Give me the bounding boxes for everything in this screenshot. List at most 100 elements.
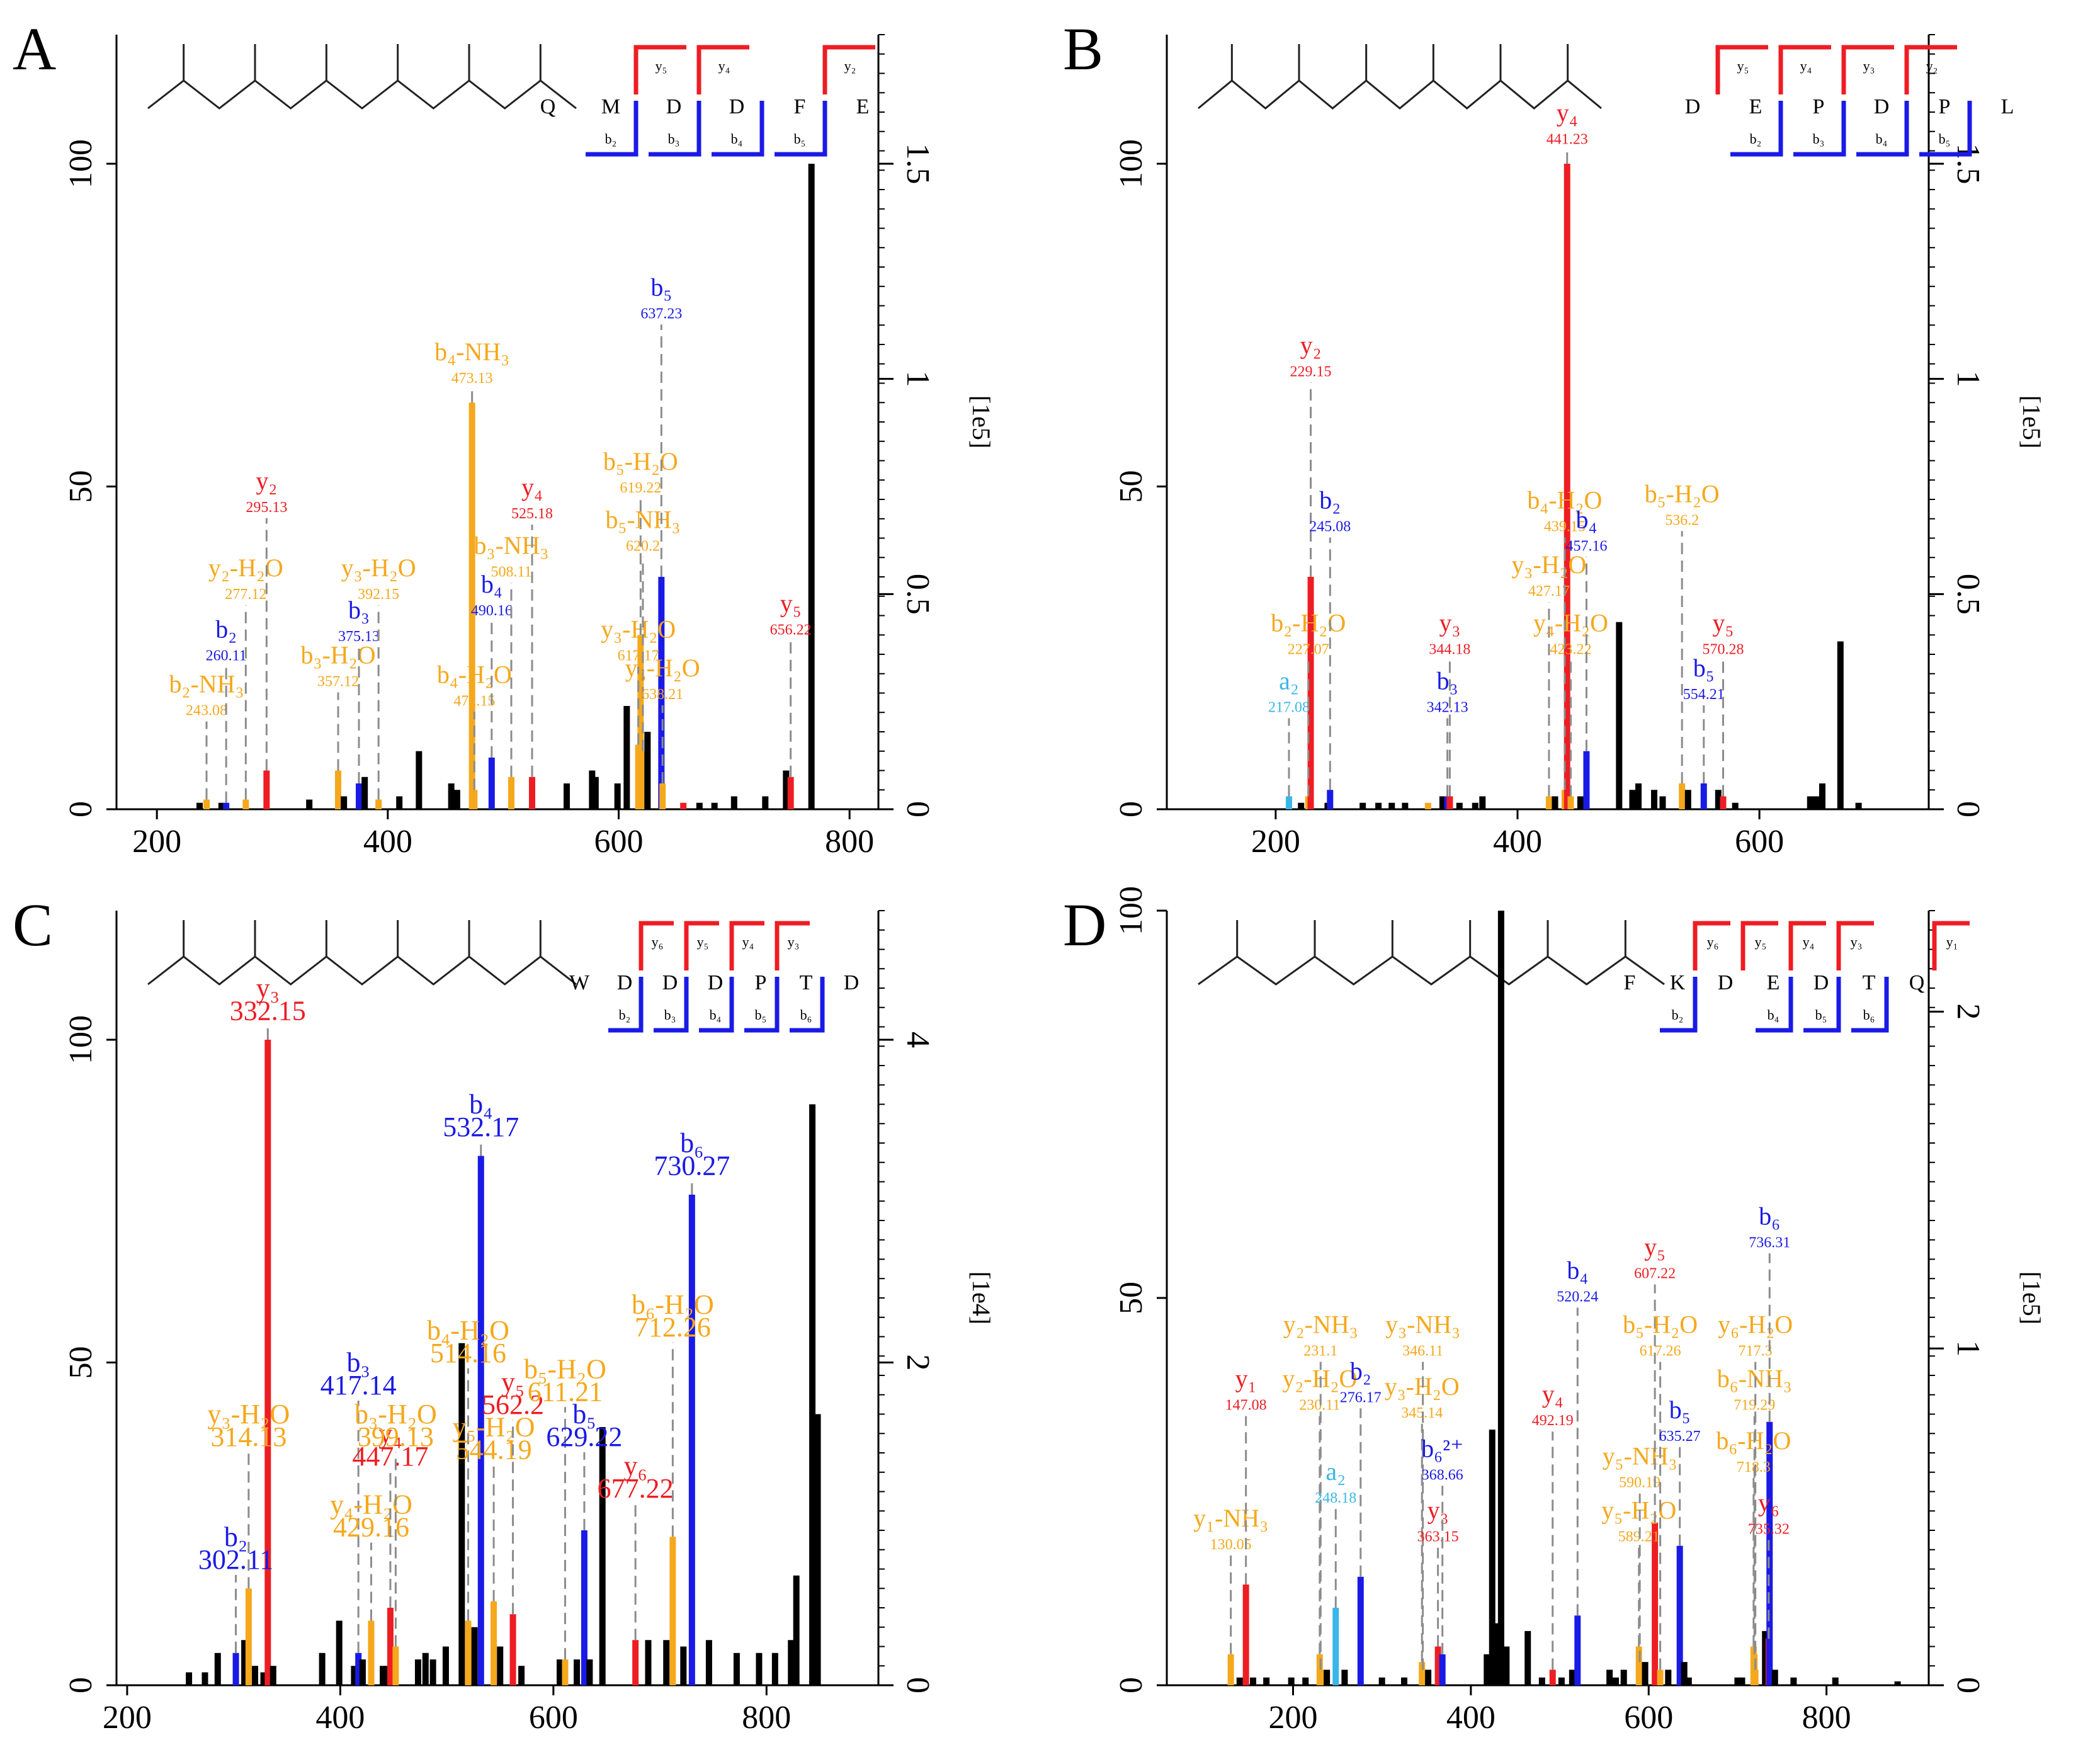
ion-mz-label: 554.21 — [1683, 686, 1725, 703]
peak-bar — [599, 1427, 606, 1685]
peak-bar — [429, 1659, 436, 1685]
ion-label: y₂-H₂O — [208, 554, 283, 582]
peak-bar — [361, 776, 368, 809]
peak-bar — [529, 776, 535, 809]
peak-bar — [1771, 1670, 1778, 1685]
peak-bar — [1424, 802, 1431, 809]
ion-mz-label: 276.17 — [1340, 1389, 1382, 1406]
peak-bar — [1790, 1677, 1797, 1685]
residue-letter: D — [617, 971, 633, 994]
peak-bar — [335, 770, 341, 809]
residue-letter: D — [666, 95, 682, 118]
b-ion-tag: b₂ — [619, 1007, 631, 1023]
fragment-ladder: F Ky₆ b₂ Dy₅ Ey₄ b₄ Dy₃ b₅ Tb₆ Qy₁ — [1624, 921, 1970, 1033]
peak-bar — [260, 1672, 267, 1685]
peak-bar — [319, 1652, 326, 1685]
right-axis-label: [1e4] — [967, 1271, 996, 1324]
ion-label: b₄ — [481, 570, 502, 598]
ion-label: b₂ — [224, 1522, 247, 1552]
peak-bar — [396, 796, 403, 809]
b-ion-tag: b₅ — [1939, 131, 1951, 147]
residue-letter: D — [844, 971, 860, 994]
peak-bar — [341, 796, 348, 809]
residue-letter: D — [1874, 95, 1890, 118]
peak-bar — [458, 1343, 465, 1685]
peak-bar — [1569, 1670, 1575, 1685]
ion-mz-label: 417.14 — [321, 1370, 397, 1401]
ion-label: b₂-H₂O — [1271, 608, 1346, 637]
y-tick-label: 50 — [1113, 1282, 1149, 1314]
ion-label: y₅ — [1713, 608, 1734, 637]
residue-letter: E — [1767, 971, 1780, 994]
ion-mz-label: 536.2 — [1665, 512, 1699, 528]
peak-bar — [1558, 1677, 1565, 1685]
peak-bar — [696, 802, 703, 809]
peak-bar — [232, 1652, 239, 1685]
peak-bar — [1425, 1670, 1432, 1685]
ion-mz-label: 735.32 — [1748, 1521, 1790, 1537]
peak-bar — [416, 751, 423, 809]
peak-bar — [1378, 1677, 1385, 1685]
peak-bar — [491, 1601, 497, 1685]
peak-bar — [1359, 802, 1366, 809]
peak-bar — [756, 1652, 763, 1685]
peptide-structure — [147, 920, 577, 986]
b-ion-bracket — [1803, 977, 1841, 1033]
peak-bar — [264, 1040, 271, 1685]
x-tick-label: 400 — [315, 1700, 365, 1736]
annotation-group: b₂-NH₃ 243.08 b₂ 260.11 y₂-H₂O 277.12 y₂ 295.13… — [169, 273, 812, 803]
b-ion-bracket — [744, 977, 780, 1033]
peak-bar — [1552, 796, 1558, 809]
peak-bar — [762, 796, 769, 809]
ion-label: b₂ — [215, 615, 237, 644]
peak-bar — [1236, 1677, 1243, 1685]
panel-letter: A — [13, 15, 56, 82]
ion-label: b₄-NH₃ — [434, 338, 509, 366]
peak-bar — [1616, 622, 1623, 809]
ion-mz-label: 130.05 — [1210, 1537, 1252, 1553]
x-tick-label: 600 — [529, 1700, 578, 1736]
ion-mz-label: 736.31 — [1749, 1234, 1790, 1251]
backbone-line — [147, 79, 577, 110]
ion-mz-label: 520.24 — [1557, 1288, 1598, 1305]
peak-bar — [1439, 1654, 1446, 1685]
ion-mz-label: 508.11 — [491, 564, 531, 580]
peak-bar — [1439, 796, 1446, 809]
peak-bar — [1227, 1654, 1234, 1685]
y-ion-bracket — [1841, 45, 1894, 94]
ion-mz-label: 439.15 — [1544, 519, 1586, 535]
ion-label: y₃-H₂O — [207, 1399, 290, 1430]
y-ion-bracket — [1715, 45, 1768, 94]
y-tick-label: 100 — [1113, 139, 1149, 188]
ion-label: y₂ — [1300, 331, 1322, 360]
peak-bar — [509, 1614, 516, 1685]
peak-bar — [1307, 577, 1314, 809]
ion-label: y₄ — [521, 473, 543, 501]
annotation-group: y₁-NH₃130.05y₁147.08y₂-H₂O230.11y₂-NH₃23… — [1193, 1202, 1793, 1670]
peak-bar — [1357, 1576, 1364, 1685]
ion-label: y₃-H₂O — [341, 554, 416, 582]
x-tick-label: 600 — [1624, 1700, 1673, 1736]
b-ion-tag: b₂ — [605, 131, 617, 147]
ion-mz-label: 514.16 — [430, 1338, 506, 1368]
ion-label: y₃ — [1427, 1496, 1449, 1525]
peak-bar — [1375, 802, 1382, 809]
ion-mz-label: 472.15 — [453, 693, 495, 709]
ion-label: y₅-H₂O — [453, 1412, 535, 1443]
peptide-structure — [147, 44, 577, 110]
peak-bar — [1324, 1670, 1331, 1685]
ion-label: b₄ — [1567, 1256, 1588, 1284]
b-ion-tag: b₄ — [731, 131, 743, 147]
residue-letter: D — [1685, 95, 1701, 118]
b-ion-tag: b₃ — [1813, 131, 1825, 147]
residue-letter: P — [1939, 95, 1951, 118]
b-ion-bracket — [1856, 101, 1909, 157]
ion-label: y₃-H₂O — [1511, 550, 1586, 579]
peak-bar — [1606, 1670, 1613, 1685]
ion-label: a₂ — [1279, 667, 1299, 695]
ion-mz-label: 357.12 — [317, 674, 359, 690]
x-tick-label: 600 — [594, 824, 644, 860]
peak-bar — [1577, 796, 1584, 809]
peak-bar — [306, 799, 313, 809]
spectrum-chart-c: C 0 50 100 200 400 600 800 0 2 4 [1e4] W Dy₆ b₂ Dy₅ b₃ Dy… — [13, 891, 996, 1736]
